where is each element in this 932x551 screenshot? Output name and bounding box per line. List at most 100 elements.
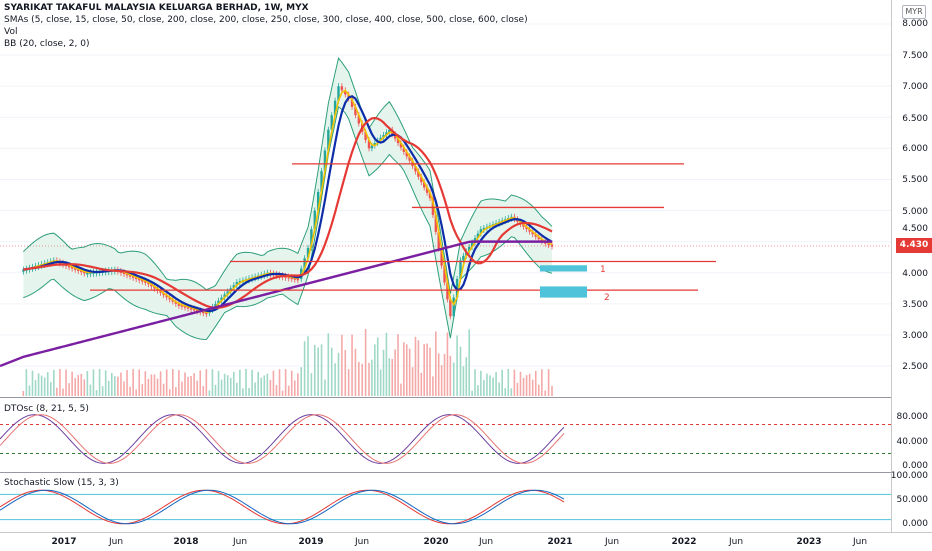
volume-bar [92, 369, 95, 396]
candle-body [86, 272, 89, 275]
volume-bar [117, 376, 119, 396]
currency-badge[interactable]: MYR [902, 5, 926, 19]
legend-vol[interactable]: Vol [4, 27, 18, 37]
volume-bar [272, 370, 275, 396]
legend-bb[interactable]: BB (20, close, 2, 0) [4, 39, 90, 49]
volume-bar [86, 370, 89, 396]
price-label: 3.500 [902, 300, 928, 310]
volume-bar [220, 379, 223, 396]
volume-bar [190, 376, 192, 396]
candle-body [414, 166, 417, 172]
volume-bar [385, 332, 388, 396]
last-price-tag: 4.430 [896, 238, 932, 253]
volume-bar [449, 355, 452, 396]
volume-bar [95, 390, 98, 396]
candle-body [138, 278, 141, 281]
candle-body [287, 276, 290, 279]
candle-body [125, 273, 129, 276]
volume-bar [83, 379, 86, 396]
candle-body [473, 238, 477, 243]
price-label: 2.500 [902, 362, 928, 372]
volume-bar [525, 375, 528, 396]
candle-body [408, 156, 411, 161]
candle-body [165, 295, 168, 298]
candle-body [232, 285, 235, 289]
price-label: 5.500 [902, 175, 928, 185]
volume-bar [334, 363, 336, 396]
volume-bar [462, 366, 465, 396]
time-label: Jun [108, 537, 124, 547]
volume-bar [144, 371, 147, 396]
volume-bar [423, 343, 425, 396]
time-axis[interactable]: 2017 Jun 2018 Jun 2019 Jun 2020 Jun 2021… [0, 532, 932, 551]
volume-bar [211, 369, 214, 396]
candle-body [468, 246, 471, 252]
volume-bar [310, 373, 313, 396]
volume-bar [120, 372, 122, 396]
volume-bar [199, 370, 202, 396]
stoch-label[interactable]: Stochastic Slow (15, 3, 3) [4, 478, 119, 488]
volume-bar [287, 385, 290, 396]
volume-bar [248, 388, 250, 396]
volume-bar [184, 372, 186, 396]
volume-bar [394, 349, 396, 396]
time-label: 2018 [173, 537, 199, 547]
volume-bar [242, 388, 244, 396]
volume-bar [307, 336, 309, 396]
chart-canvas[interactable] [0, 0, 892, 532]
volume-bar [260, 377, 263, 396]
candle-body [525, 226, 528, 230]
volume-bar [483, 379, 485, 396]
volume-bar [104, 370, 107, 396]
legend-sma[interactable]: SMAs (5, close, 15, close, 50, close, 20… [4, 15, 528, 25]
volume-bar [437, 353, 440, 396]
volume-bar [135, 389, 137, 396]
candle-body [382, 135, 385, 138]
candle-body [420, 176, 423, 183]
candle-body [462, 255, 465, 261]
candle-body [180, 304, 184, 307]
candle-body [337, 86, 340, 101]
legend: SYARIKAT TAKAFUL MALAYSIA KELUARGA BERHA… [4, 2, 528, 50]
stoch-axis-label: 100.000 [890, 471, 928, 481]
candle-body [131, 275, 135, 278]
dtosc-signal-line [0, 414, 565, 464]
dtosc-label[interactable]: DTOsc (8, 21, 5, 5) [4, 404, 89, 414]
volume-bar [300, 367, 303, 396]
volume-bar [297, 373, 299, 396]
volume-bar [541, 369, 543, 396]
volume-bar [432, 376, 434, 396]
pane-divider-stoch[interactable] [0, 472, 892, 473]
volume-bar [498, 382, 500, 396]
zone-label-2: 2 [604, 293, 610, 303]
volume-bar [368, 362, 370, 396]
candle-body [516, 219, 519, 222]
volume-bar [239, 369, 241, 396]
legend-title: SYARIKAT TAKAFUL MALAYSIA KELUARGA BERHA… [4, 3, 309, 13]
candle-body [357, 115, 361, 124]
volume-bar [411, 367, 414, 396]
candle-body [306, 247, 310, 259]
volume-bar [337, 352, 340, 396]
volume-bar [71, 371, 73, 396]
stoch-axis-label: 50.000 [896, 495, 929, 505]
volume-bar [528, 373, 531, 396]
volume-bar [510, 388, 513, 396]
volume-bar [62, 388, 64, 396]
volume-bar [217, 370, 220, 396]
volume-bar [138, 369, 141, 396]
volume-bar [159, 371, 162, 396]
candle-body [388, 129, 391, 133]
volume-bar [107, 380, 110, 396]
pane-divider-dtosc[interactable] [0, 397, 892, 398]
volume-bar [153, 374, 156, 396]
candle-body [77, 268, 80, 271]
volume-bar [165, 369, 168, 396]
volume-bar [226, 375, 229, 396]
price-axis[interactable]: MYR 8.000 7.500 7.000 6.500 6.000 5.500 … [891, 0, 932, 532]
volume-bar [429, 347, 431, 396]
volume-bar [245, 369, 247, 396]
volume-bar [456, 335, 458, 396]
candle-body [290, 277, 293, 280]
